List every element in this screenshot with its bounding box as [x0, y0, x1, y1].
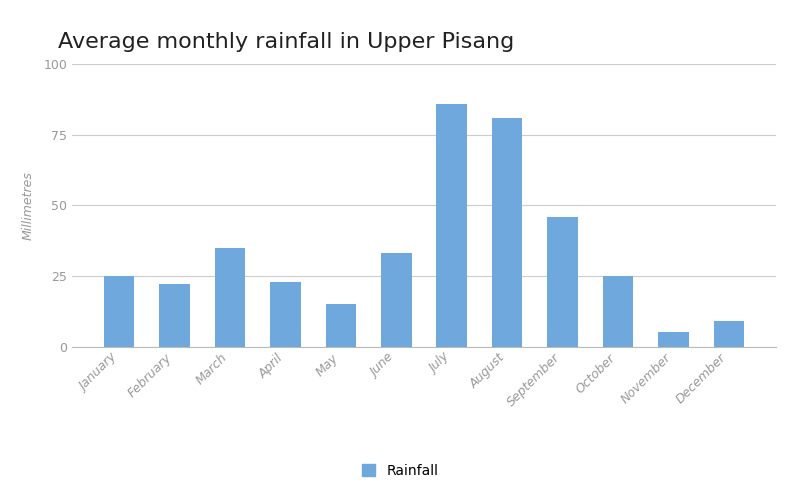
- Bar: [159, 285, 190, 346]
- Bar: [270, 282, 301, 346]
- Bar: [215, 248, 246, 346]
- Bar: [381, 253, 411, 346]
- Bar: [104, 276, 134, 346]
- Bar: [714, 321, 744, 346]
- Text: Average monthly rainfall in Upper Pisang: Average monthly rainfall in Upper Pisang: [58, 32, 514, 51]
- Bar: [547, 217, 578, 346]
- Bar: [492, 118, 522, 346]
- Bar: [326, 304, 356, 346]
- Bar: [437, 104, 467, 346]
- Bar: [658, 333, 689, 346]
- Legend: Rainfall: Rainfall: [356, 458, 444, 483]
- Y-axis label: Millimetres: Millimetres: [22, 171, 35, 240]
- Bar: [602, 276, 633, 346]
